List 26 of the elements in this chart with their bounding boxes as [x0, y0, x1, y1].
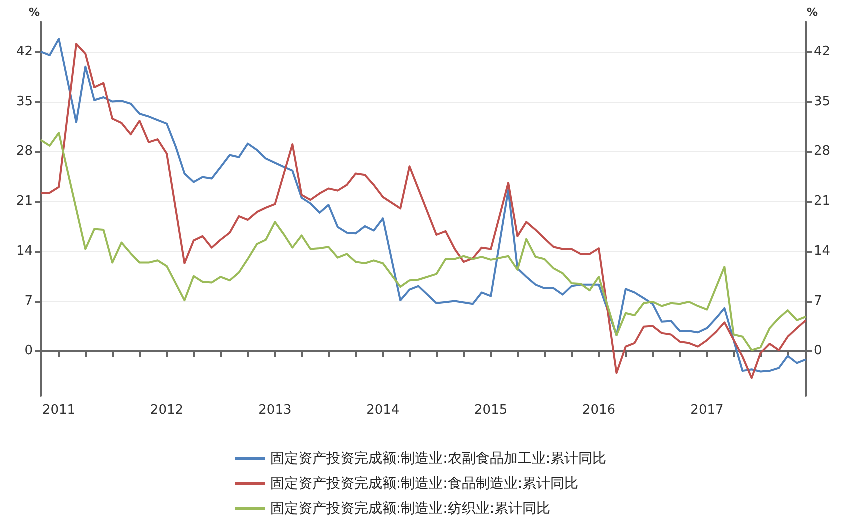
y-tick-label: 7	[24, 294, 33, 309]
y2-tick-label: 7	[814, 294, 822, 309]
legend-label: 固定资产投资完成额:制造业:纺织业:累计同比	[270, 501, 551, 517]
x-tick-label: 2013	[258, 403, 292, 418]
y2-tick-label: 14	[814, 244, 831, 259]
y-tick-label: 28	[16, 144, 33, 160]
y2-tick-label: 42	[814, 44, 831, 60]
y2-tick-label: 35	[814, 94, 831, 110]
x-tick-label: 2016	[582, 403, 616, 418]
x-tick-label: 2015	[474, 403, 508, 418]
y2-axis-title: %	[806, 6, 818, 19]
legend-label: 固定资产投资完成额:制造业:农副食品加工业:累计同比	[270, 451, 607, 467]
y-tick-label: 21	[16, 194, 33, 210]
y-tick-label: 35	[16, 94, 33, 110]
x-tick-label: 2017	[690, 403, 724, 418]
legend-label: 固定资产投资完成额:制造业:食品制造业:累计同比	[270, 476, 579, 492]
y2-tick-label: 0	[814, 344, 822, 359]
x-tick-label: 2012	[150, 403, 184, 418]
y2-tick-label: 21	[814, 194, 831, 210]
y2-tick-label: 28	[814, 144, 831, 160]
x-tick-label: 2011	[42, 403, 76, 418]
y-tick-label: 0	[24, 344, 33, 359]
y-tick-label: 14	[16, 244, 33, 259]
x-tick-label: 2014	[366, 403, 400, 418]
y-axis-title: %	[29, 6, 40, 19]
y-tick-label: 42	[16, 44, 33, 60]
